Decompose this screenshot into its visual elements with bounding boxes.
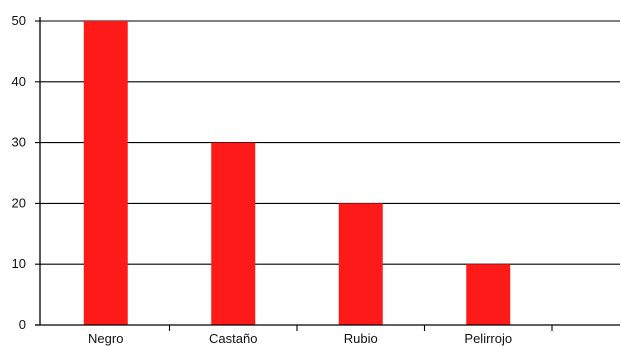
x-category-label: Rubio: [344, 331, 378, 346]
y-tick-label: 0: [19, 317, 26, 332]
x-axis-labels: Negro Castaño Rubio Pelirrojo: [88, 331, 512, 346]
x-axis-ticks: [168, 325, 553, 331]
bar-negro: [83, 21, 128, 325]
bars: [83, 21, 511, 325]
bar-pelirrojo: [466, 264, 511, 325]
bar-rubio: [338, 203, 383, 325]
gridlines: [40, 20, 620, 265]
axes: [35, 17, 620, 326]
y-tick-label: 20: [12, 195, 26, 210]
bar-castaño: [211, 142, 256, 325]
y-tick-label: 40: [12, 74, 26, 89]
y-tick-label: 30: [12, 135, 26, 150]
y-tick-label: 10: [12, 256, 26, 271]
x-category-label: Pelirrojo: [464, 331, 512, 346]
y-tick-label: 50: [12, 13, 26, 28]
y-axis-ticks: 0 10 20 30 40 50: [12, 13, 40, 332]
x-category-label: Negro: [88, 331, 123, 346]
x-category-label: Castaño: [209, 331, 257, 346]
